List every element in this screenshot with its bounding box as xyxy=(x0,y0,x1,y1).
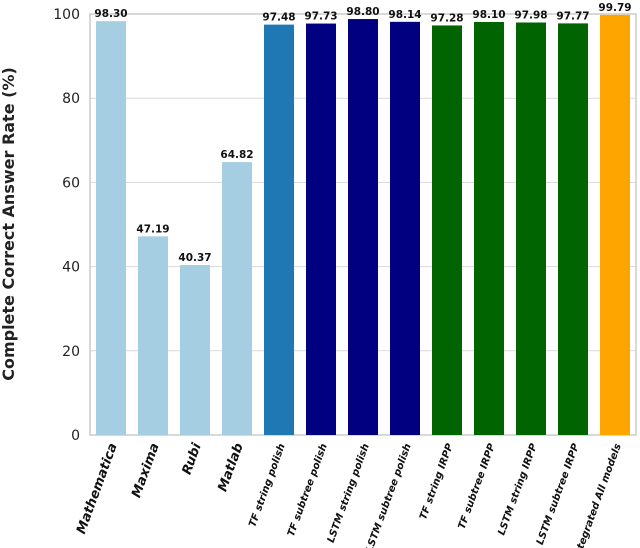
value-label-maxima: 47.19 xyxy=(136,223,169,235)
value-label-integrated-all-models: 99.79 xyxy=(598,2,631,14)
x-tick-tf-subtree-polish: TF subtree polish xyxy=(286,442,330,538)
bar-lstm-string-irpp xyxy=(516,22,546,435)
x-tick-maxima: Maxima xyxy=(129,441,163,500)
x-tick-mathematica: Mathematica xyxy=(74,441,121,536)
y-tick-label: 20 xyxy=(62,344,80,360)
x-tick-integrated-all-models: Integrated All models xyxy=(572,442,624,548)
x-tick-lstm-subtree-polish: LSTM subtree polish xyxy=(364,442,414,548)
x-tick-matlab: Matlab xyxy=(215,441,246,494)
y-tick-label: 80 xyxy=(62,91,80,107)
bar-lstm-subtree-irpp xyxy=(558,23,588,435)
x-axis-ticks: Mathematica Maxima Rubi Matlab TF string pol… xyxy=(74,441,624,548)
bar-matlab xyxy=(222,162,252,436)
bar-tf-string-irpp xyxy=(432,25,462,435)
value-label-lstm-string-polish: 98.80 xyxy=(346,6,379,18)
bar-tf-subtree-irpp xyxy=(474,21,504,436)
value-label-tf-subtree-irpp: 98.10 xyxy=(472,9,505,21)
value-label-tf-string-polish: 97.48 xyxy=(262,12,295,24)
value-label-lstm-string-irpp: 97.98 xyxy=(514,10,547,22)
x-tick-rubi: Rubi xyxy=(180,441,205,477)
value-label-rubi: 40.37 xyxy=(178,252,211,264)
y-tick-label: 60 xyxy=(62,175,80,191)
bar-mathematica xyxy=(96,21,126,435)
bar-tf-string-polish xyxy=(264,24,294,436)
y-tick-label: 40 xyxy=(62,260,80,276)
value-label-matlab: 64.82 xyxy=(220,149,253,161)
bars xyxy=(96,14,630,436)
x-tick-lstm-string-polish: LSTM string polish xyxy=(326,442,372,544)
x-tick-lstm-subtree-irpp: LSTM subtree IRPP xyxy=(535,442,582,547)
value-label-tf-string-irpp: 97.28 xyxy=(430,12,463,24)
value-label-mathematica: 98.30 xyxy=(94,8,127,20)
bar-integrated-all-models xyxy=(600,14,630,436)
x-tick-tf-subtree-irpp: TF subtree IRPP xyxy=(457,442,498,531)
y-axis-label: Complete Correct Answer Rate (%) xyxy=(0,67,18,381)
value-label-lstm-subtree-irpp: 97.77 xyxy=(556,10,589,22)
bar-lstm-subtree-polish xyxy=(390,21,420,436)
x-tick-tf-string-irpp: TF string IRPP xyxy=(418,442,456,522)
value-labels: 98.30 47.19 40.37 64.82 97.48 97.73 98.80 98.14… xyxy=(94,2,631,264)
y-axis-ticks: 0 20 40 60 80 100 xyxy=(53,7,80,444)
x-tick-tf-string-polish: TF string polish xyxy=(247,442,287,528)
bar-maxima xyxy=(138,236,168,435)
value-label-lstm-subtree-polish: 98.14 xyxy=(388,9,421,21)
bar-tf-subtree-polish xyxy=(306,23,336,435)
value-label-tf-subtree-polish: 97.73 xyxy=(304,11,337,23)
x-tick-lstm-string-irpp: LSTM string IRPP xyxy=(496,442,540,537)
bar-rubi xyxy=(180,265,210,435)
y-tick-label: 100 xyxy=(53,7,80,23)
y-tick-label: 0 xyxy=(71,428,80,444)
bar-lstm-string-polish xyxy=(348,19,378,435)
